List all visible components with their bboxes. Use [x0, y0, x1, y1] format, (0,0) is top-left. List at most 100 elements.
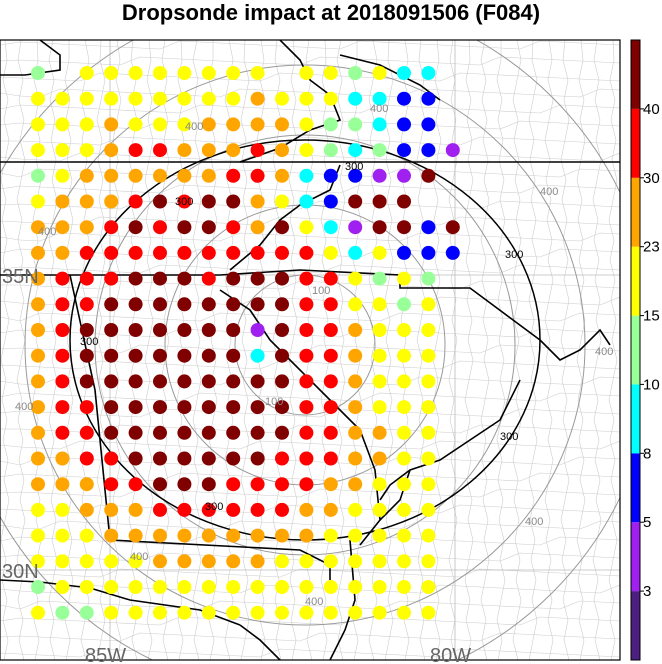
impact-dot: [226, 323, 241, 337]
impact-dot: [128, 168, 143, 183]
map-frame: [0, 39, 621, 661]
impact-dot: [372, 400, 387, 415]
impact-dot: [104, 554, 119, 569]
impact-dot: [421, 580, 436, 594]
impact-dot: [372, 143, 387, 158]
impact-dot: [421, 168, 436, 183]
contour-label-outer-6: 400: [305, 596, 323, 608]
lon-label-80w: 80W: [430, 645, 471, 664]
impact-dot: [201, 554, 216, 569]
impact-dot: [55, 245, 70, 260]
impact-dot: [177, 374, 192, 389]
impact-dot: [226, 348, 241, 363]
contour-label-middle-3: 300: [80, 336, 98, 348]
impact-dot: [226, 580, 241, 594]
impact-dot: [299, 554, 314, 569]
impact-dot: [226, 554, 241, 569]
impact-dot: [55, 323, 70, 337]
impact-dot: [201, 477, 216, 492]
impact-dot: [397, 502, 411, 517]
impact-dot: [79, 400, 94, 415]
impact-dot: [226, 528, 241, 543]
impact-dot: [323, 323, 338, 337]
impact-dot: [177, 580, 192, 594]
impact-dot: [177, 91, 192, 106]
impact-dot: [299, 245, 314, 260]
impact-dot: [55, 271, 70, 286]
impact-dot: [55, 168, 70, 183]
impact-dot: [445, 220, 460, 235]
impact-dot: [104, 297, 119, 312]
impact-dot: [226, 194, 241, 209]
colorbar-label: 15: [643, 308, 660, 325]
impact-dot: [421, 297, 436, 312]
impact-dot: [323, 605, 338, 620]
impact-dot: [226, 271, 241, 286]
impact-dot: [201, 245, 216, 260]
impact-dot: [31, 91, 45, 106]
impact-dot: [397, 580, 411, 594]
impact-dot: [31, 245, 45, 260]
impact-dot: [201, 271, 216, 286]
impact-dot: [299, 400, 314, 415]
impact-dot: [104, 451, 119, 466]
impact-dot: [372, 477, 387, 492]
impact-dot: [128, 117, 143, 132]
impact-dot: [397, 554, 411, 569]
impact-dot: [323, 502, 338, 517]
impact-dot: [250, 554, 265, 569]
impact-dot: [299, 323, 314, 337]
impact-dot: [348, 220, 363, 235]
impact-dot: [275, 374, 289, 389]
impact-dot: [177, 554, 192, 569]
impact-dot: [348, 297, 363, 312]
impact-dot: [201, 66, 216, 80]
impact-dot: [299, 348, 314, 363]
impact-dot: [226, 605, 241, 620]
impact-dot: [153, 245, 167, 260]
impact-dot: [397, 477, 411, 492]
impact-dot: [275, 271, 289, 286]
impact-dot: [275, 348, 289, 363]
impact-dot: [128, 91, 143, 106]
impact-dot: [31, 580, 45, 594]
impact-dot: [323, 220, 338, 235]
impact-dot: [421, 477, 436, 492]
impact-dot: [226, 66, 241, 80]
colorbar-label: 5: [643, 514, 651, 531]
impact-dot: [104, 194, 119, 209]
impact-dot: [323, 297, 338, 312]
contour-label-outer-4: 400: [15, 401, 33, 413]
impact-dot: [421, 451, 436, 466]
impact-dot: [299, 477, 314, 492]
impact-dot: [397, 528, 411, 543]
impact-dot: [275, 580, 289, 594]
impact-dot: [128, 220, 143, 235]
impact-dot: [299, 502, 314, 517]
impact-dot: [323, 245, 338, 260]
colorbar-label: 10: [643, 376, 660, 393]
impact-dot: [177, 220, 192, 235]
impact-dot: [128, 400, 143, 415]
impact-dot: [323, 400, 338, 415]
impact-dot: [372, 297, 387, 312]
impact-dot: [104, 374, 119, 389]
impact-dot: [226, 91, 241, 106]
colorbar-segment: [631, 40, 640, 109]
impact-dot: [55, 425, 70, 440]
impact-dot: [104, 91, 119, 106]
impact-dot: [153, 605, 167, 620]
impact-dot: [201, 374, 216, 389]
impact-dot: [372, 66, 387, 80]
impact-dot: [55, 477, 70, 492]
impact-dot: [275, 528, 289, 543]
impact-dot: [250, 220, 265, 235]
impact-dot: [177, 245, 192, 260]
impact-dot: [323, 168, 338, 183]
contour-label-outer-9: 400: [540, 186, 558, 198]
impact-dot: [372, 220, 387, 235]
impact-dot: [177, 502, 192, 517]
impact-dot: [250, 271, 265, 286]
impact-dot: [128, 323, 143, 337]
impact-dot: [128, 580, 143, 594]
